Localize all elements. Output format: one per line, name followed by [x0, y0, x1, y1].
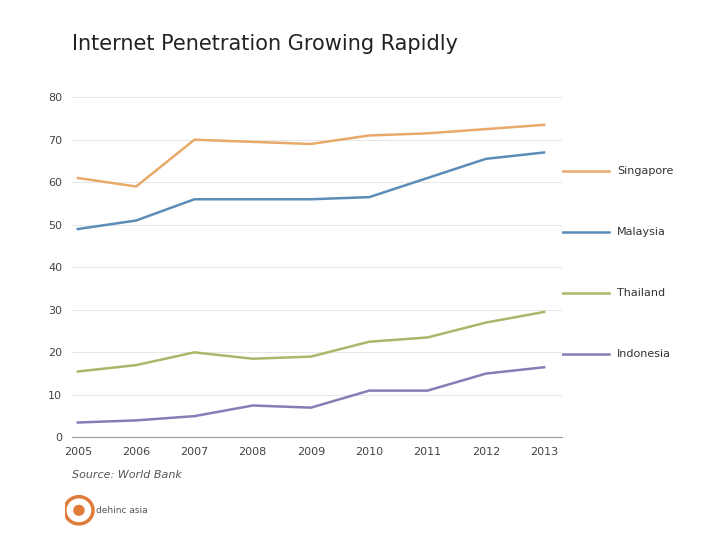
Singapore: [132, 183, 140, 190]
Line: Singapore: Singapore: [78, 125, 544, 186]
Line: Thailand: Thailand: [78, 312, 544, 372]
Thailand: [540, 309, 549, 315]
Indonesia: [190, 413, 199, 420]
Text: Indonesia: Indonesia: [617, 349, 671, 359]
Thailand: [307, 353, 315, 360]
Thailand: [423, 334, 432, 341]
Text: Source: World Bank: Source: World Bank: [72, 470, 182, 480]
Singapore: [365, 132, 374, 139]
Singapore: [248, 139, 257, 145]
Text: Singapore: Singapore: [617, 166, 673, 177]
Malaysia: [482, 156, 490, 162]
Malaysia: [423, 175, 432, 181]
Malaysia: [132, 217, 140, 224]
Text: dehinc asia: dehinc asia: [96, 506, 148, 515]
Singapore: [307, 141, 315, 147]
Singapore: [423, 130, 432, 137]
Thailand: [73, 368, 82, 375]
Thailand: [190, 349, 199, 355]
Line: Malaysia: Malaysia: [78, 152, 544, 229]
Malaysia: [307, 196, 315, 202]
Indonesia: [482, 370, 490, 377]
Singapore: [190, 137, 199, 143]
Malaysia: [365, 194, 374, 200]
Circle shape: [74, 505, 84, 515]
Thailand: [132, 362, 140, 368]
Malaysia: [190, 196, 199, 202]
Singapore: [73, 175, 82, 181]
Singapore: [482, 126, 490, 132]
Text: Malaysia: Malaysia: [617, 227, 666, 237]
Indonesia: [132, 417, 140, 423]
Thailand: [248, 355, 257, 362]
Line: Indonesia: Indonesia: [78, 367, 544, 422]
Malaysia: [73, 226, 82, 232]
Indonesia: [540, 364, 549, 370]
Text: Thailand: Thailand: [617, 288, 665, 298]
Text: Internet Penetration Growing Rapidly: Internet Penetration Growing Rapidly: [72, 34, 458, 54]
Thailand: [365, 339, 374, 345]
Thailand: [482, 319, 490, 326]
Singapore: [540, 122, 549, 128]
Indonesia: [365, 387, 374, 394]
Malaysia: [540, 149, 549, 156]
Indonesia: [73, 419, 82, 426]
Malaysia: [248, 196, 257, 202]
Indonesia: [423, 387, 432, 394]
Indonesia: [248, 402, 257, 409]
Indonesia: [307, 404, 315, 411]
